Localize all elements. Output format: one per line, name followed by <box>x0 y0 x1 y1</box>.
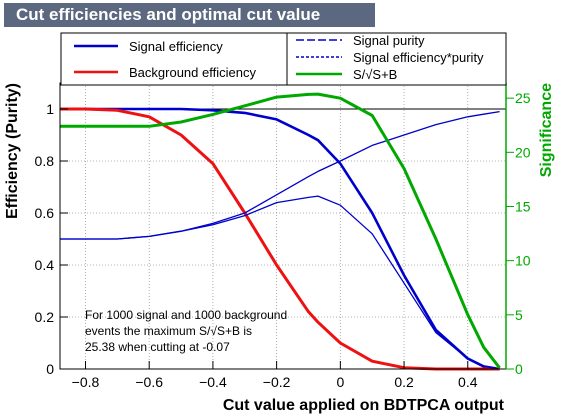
chart-title: Cut efficiencies and optimal cut value <box>16 5 321 24</box>
x-axis-label: Cut value applied on BDTPCA output <box>223 397 505 414</box>
y-tick-label: 0.8 <box>35 153 55 169</box>
annotation-line-1: events the maximum S/√S+B is <box>85 324 252 338</box>
x-tick-label: −0.8 <box>72 374 100 390</box>
legend-label-3: Signal efficiency*purity <box>353 50 484 65</box>
right-tick-label: 20 <box>515 144 531 160</box>
legend-label-4: S/√S+B <box>353 67 397 82</box>
legend-label-2: Signal purity <box>353 33 425 48</box>
legend-box-right <box>286 32 507 86</box>
chart-title-bar: Cut efficiencies and optimal cut value <box>4 3 375 27</box>
right-tick-label: 25 <box>515 90 531 106</box>
series-line-3 <box>60 195 500 370</box>
series-line-4 <box>60 92 501 369</box>
x-tick-label: 0.2 <box>394 374 414 390</box>
series-line-0 <box>60 107 500 371</box>
x-tick-label: −0.2 <box>263 374 291 390</box>
legend-label-0: Signal efficiency <box>129 39 223 54</box>
right-tick-label: 10 <box>515 253 531 269</box>
annotation-line-2: 25.38 when cutting at -0.07 <box>85 340 230 354</box>
right-axis-label: Significance <box>538 83 555 177</box>
y-tick-label: 0.6 <box>35 205 55 221</box>
legend-box-left <box>60 32 288 86</box>
right-tick-label: 5 <box>515 307 523 323</box>
y-axis-label: Efficiency (Purity) <box>4 83 21 219</box>
x-tick-label: −0.6 <box>135 374 163 390</box>
y-tick-label: 0.4 <box>35 257 55 273</box>
x-tick-label: 0.4 <box>458 374 478 390</box>
x-tick-label: −0.4 <box>199 374 227 390</box>
x-tick-label: 0 <box>336 374 344 390</box>
right-tick-label: 0 <box>515 361 523 377</box>
y-tick-label: 1 <box>46 101 54 117</box>
annotation-line-0: For 1000 signal and 1000 background <box>85 308 287 322</box>
legend-label-1: Background efficiency <box>129 65 256 80</box>
y-tick-label: 0 <box>46 361 54 377</box>
right-tick-label: 15 <box>515 199 531 215</box>
y-tick-label: 0.2 <box>35 309 55 325</box>
